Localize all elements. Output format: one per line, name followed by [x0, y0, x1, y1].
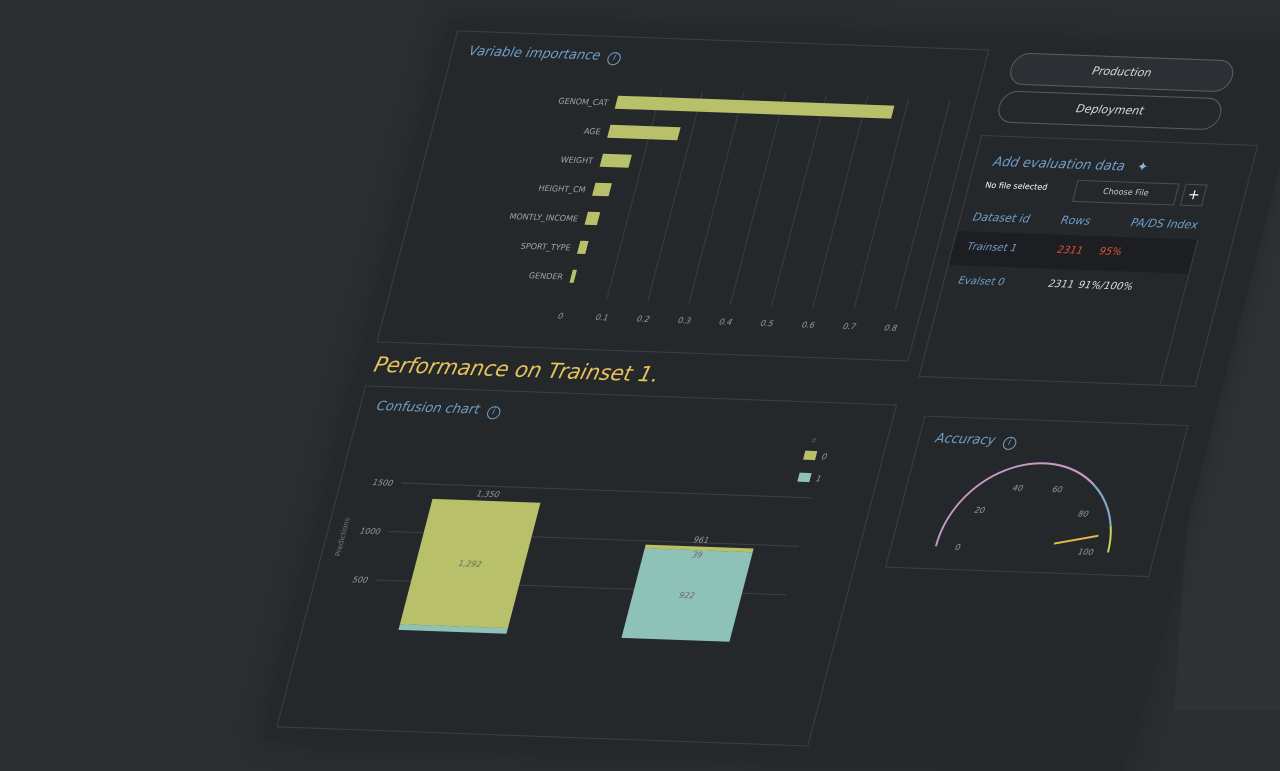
y-tick-label: 1500: [372, 477, 395, 488]
variable-importance-panel: Variable importance i 0 0.1 0.2 0.3 0.4 0.5 0.6…: [376, 30, 990, 362]
importance-bar: [576, 240, 589, 254]
evaluation-title: Add evaluation data ✦: [991, 155, 1149, 176]
deployment-button[interactable]: Deployment: [994, 90, 1225, 131]
dataset-id: Trainset 1: [965, 241, 1019, 255]
total-label: 1,350: [476, 489, 501, 500]
gauge-tick-label: 100: [1077, 546, 1095, 556]
y-tick-label: 1000: [359, 526, 382, 537]
rows-count: 2311: [1055, 244, 1085, 257]
x-tick-label: 0.5: [759, 318, 774, 328]
col-rows[interactable]: Rows: [1059, 213, 1092, 228]
gauge-band: [1106, 525, 1112, 553]
title-text: Add evaluation data: [991, 154, 1127, 175]
category-label: MONTLY_INCOME: [508, 211, 579, 223]
plug-icon: ✦: [1134, 159, 1150, 176]
category-label: HEIGHT_CM: [537, 183, 587, 195]
index-value: 91%/100%: [1077, 279, 1135, 293]
confusion-chart-panel: Confusion chart i 500 1000 1500 Predictions 1…: [276, 385, 898, 747]
gridline: [688, 92, 745, 304]
gauge-tick-label: 60: [1051, 484, 1064, 494]
table-row-evalset[interactable]: Evalset 0 2311 91%/100%: [940, 265, 1189, 308]
accuracy-gauge: 0 20 40 60 80 100: [934, 462, 1112, 557]
bar-segment: [399, 498, 541, 629]
dataset-id: Evalset 0: [957, 275, 1006, 289]
gauge-band: [934, 462, 1095, 547]
x-tick-label: 0.6: [801, 320, 816, 330]
gridline: [729, 93, 786, 305]
importance-bar: [607, 124, 681, 141]
legend-title: #: [810, 436, 818, 445]
confusion-chart: 500 1000 1500 Predictions 1,292 1,350 922 39 961…: [333, 436, 829, 642]
importance-bar: [592, 182, 612, 197]
legend-label: 1: [815, 473, 823, 483]
x-tick-label: 0.3: [677, 315, 692, 325]
legend-label: 0: [821, 451, 829, 461]
gridline: [647, 90, 704, 302]
gridline: [812, 96, 869, 308]
category-label: AGE: [583, 126, 602, 136]
gauge-tick-label: 40: [1012, 483, 1025, 493]
y-tick-label: 500: [352, 574, 370, 584]
segment-label: 922: [678, 590, 696, 600]
legend-swatch: [797, 472, 812, 483]
importance-bar: [599, 153, 632, 168]
importance-bar: [569, 269, 577, 283]
x-tick-label: 0.7: [842, 321, 858, 331]
x-tick-label: 0.1: [594, 312, 609, 322]
gauge-needle: [1053, 534, 1099, 545]
category-label: GENOM_CAT: [557, 96, 609, 108]
bar-segment: [644, 544, 754, 553]
choose-file-button[interactable]: Choose File: [1071, 179, 1180, 206]
x-tick-label: 0: [557, 311, 565, 321]
production-button[interactable]: Production: [1006, 52, 1237, 93]
gridline: [771, 95, 827, 307]
variable-importance-chart: 0 0.1 0.2 0.3 0.4 0.5 0.6 0.7 0.8 GENOM_CAT AGE WEI…: [508, 89, 951, 333]
category-label: WEIGHT: [559, 154, 594, 165]
gridline: [401, 482, 812, 499]
performance-title: Performance on Trainset 1.: [371, 352, 663, 387]
total-label: 961: [693, 534, 711, 544]
importance-bar: [584, 211, 601, 226]
category-label: GENDER: [528, 270, 565, 281]
x-tick-label: 0.8: [883, 322, 898, 332]
rows-count: 2311: [1047, 278, 1076, 291]
gauge-tick-label: 80: [1077, 509, 1090, 519]
accuracy-panel: Accuracy i 0 20 40 60 80 100: [884, 415, 1189, 578]
gridline: [853, 98, 910, 310]
legend-swatch: [803, 450, 818, 461]
category-label: SPORT_TYPE: [520, 241, 572, 253]
gauge-tick-label: 20: [974, 505, 987, 515]
gauge-band: [1093, 484, 1112, 526]
col-dataset-id[interactable]: Dataset id: [971, 210, 1032, 226]
x-tick-label: 0.4: [718, 317, 733, 327]
x-tick-label: 0.2: [636, 314, 651, 324]
dashboard: Variable importance i 0 0.1 0.2 0.3 0.4 0.5 0.6…: [262, 20, 1280, 771]
add-file-button[interactable]: +: [1179, 183, 1208, 207]
gauge-tick-label: 0: [954, 542, 962, 552]
file-status: No file selected: [984, 180, 1049, 192]
index-value: 95%: [1097, 246, 1123, 259]
gridline: [606, 89, 662, 301]
importance-bar: [614, 95, 895, 119]
segment-label: 39: [691, 550, 704, 560]
segment-label: 1,292: [457, 558, 482, 569]
gridline: [894, 99, 951, 311]
col-pa-ds-index[interactable]: PA/DS Index: [1129, 216, 1200, 232]
y-axis-label: Predictions: [333, 517, 352, 556]
evaluation-panel: Add evaluation data ✦ No file selected C…: [918, 135, 1259, 387]
